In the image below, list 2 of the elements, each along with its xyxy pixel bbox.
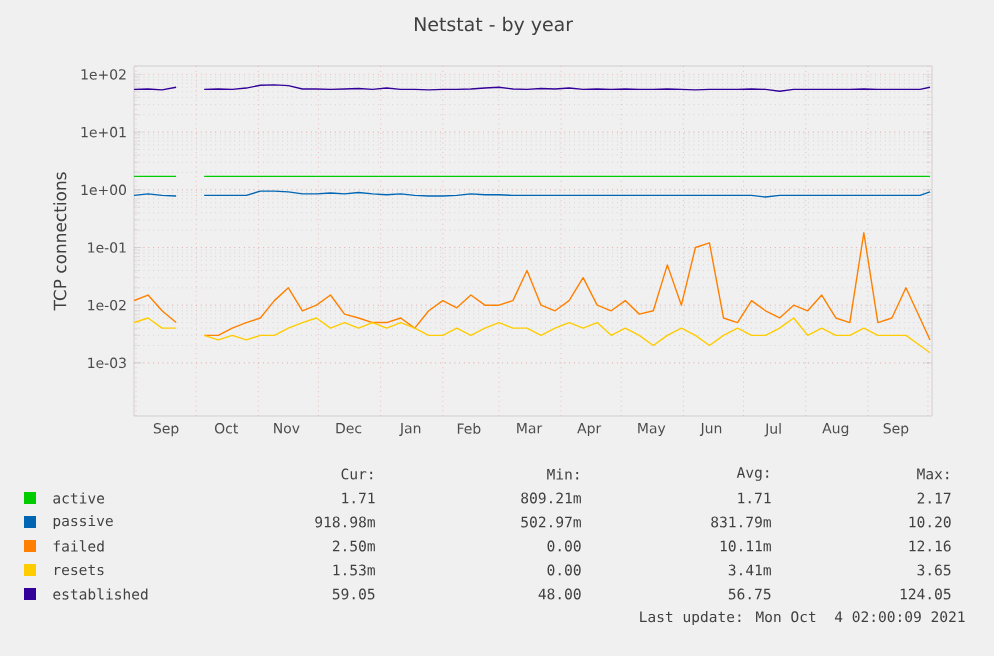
y-axis-title: TCP connections <box>53 172 67 311</box>
chart-title: Netstat - by year <box>415 16 574 35</box>
